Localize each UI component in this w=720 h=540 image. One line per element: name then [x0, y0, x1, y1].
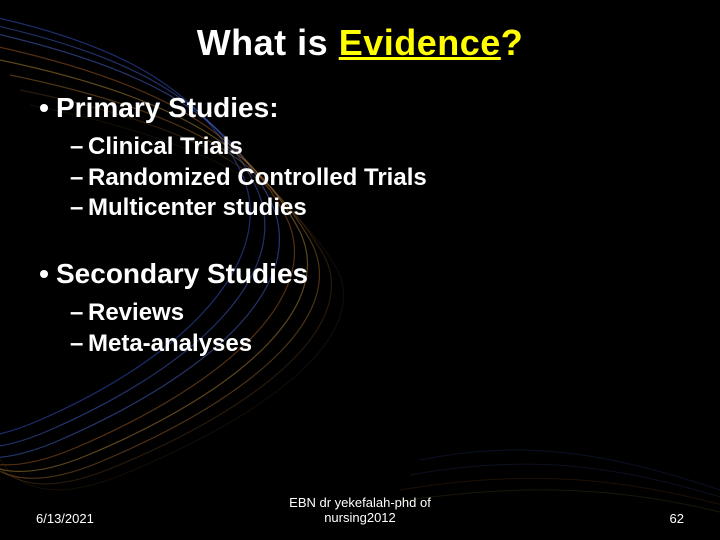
sub-item-label: Meta-analyses	[88, 330, 252, 357]
bullet-dot-icon: •	[32, 92, 56, 124]
footer-center-line1: EBN dr yekefalah-phd of	[289, 495, 431, 511]
bullet-secondary-label: Secondary Studies	[56, 258, 308, 289]
dash-icon: –	[70, 298, 88, 329]
footer-date: 6/13/2021	[36, 511, 126, 526]
title-part-3: ?	[501, 22, 524, 63]
sub-item: –Reviews	[70, 298, 690, 329]
footer-center-line2: nursing2012	[289, 510, 431, 526]
content-area: •Primary Studies: –Clinical Trials –Rand…	[30, 92, 690, 495]
dash-icon: –	[70, 163, 88, 194]
sub-item-label: Clinical Trials	[88, 133, 243, 160]
footer-center: EBN dr yekefalah-phd of nursing2012	[289, 495, 431, 526]
footer: 6/13/2021 EBN dr yekefalah-phd of nursin…	[30, 495, 690, 526]
bullet-secondary: •Secondary Studies	[32, 258, 690, 290]
bullet-primary: •Primary Studies:	[32, 92, 690, 124]
bullet-primary-label: Primary Studies:	[56, 92, 279, 123]
title-part-2: Evidence	[339, 22, 501, 63]
footer-page-number: 62	[594, 511, 684, 526]
bullet-dot-icon: •	[32, 258, 56, 290]
slide: What is Evidence? •Primary Studies: –Cli…	[0, 0, 720, 540]
dash-icon: –	[70, 193, 88, 224]
sub-item-label: Multicenter studies	[88, 194, 307, 221]
sub-item: –Meta-analyses	[70, 329, 690, 360]
sub-item: –Randomized Controlled Trials	[70, 163, 690, 194]
title-part-1: What is	[197, 22, 339, 63]
secondary-sublist: –Reviews –Meta-analyses	[70, 298, 690, 359]
slide-title: What is Evidence?	[30, 22, 690, 64]
dash-icon: –	[70, 132, 88, 163]
sub-item-label: Reviews	[88, 299, 184, 326]
dash-icon: –	[70, 329, 88, 360]
sub-item: –Multicenter studies	[70, 193, 690, 224]
primary-sublist: –Clinical Trials –Randomized Controlled …	[70, 132, 690, 224]
sub-item-label: Randomized Controlled Trials	[88, 164, 427, 191]
sub-item: –Clinical Trials	[70, 132, 690, 163]
